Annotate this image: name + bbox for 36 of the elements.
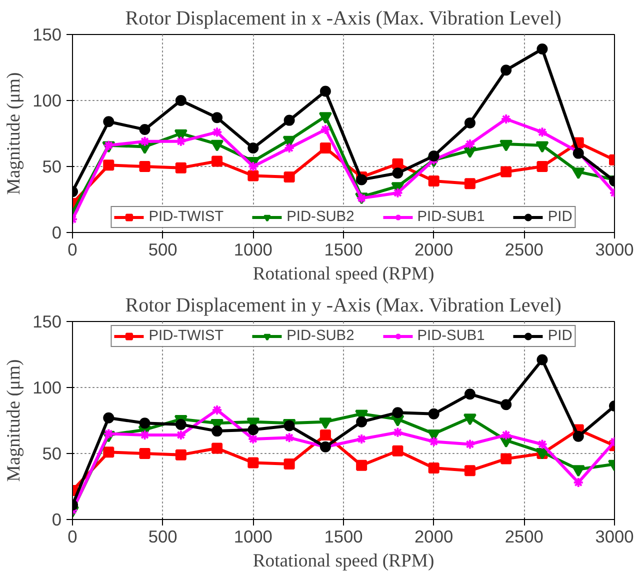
x-tick-label: 2000: [414, 240, 454, 260]
y-axis-title: Magnitude (μm): [4, 359, 25, 482]
legend-label: PID-SUB1: [417, 328, 485, 344]
x-tick-label: 500: [148, 240, 178, 260]
y-tick-label: 150: [32, 312, 62, 332]
y-tick-label: 50: [42, 444, 62, 464]
legend-label: PID-TWIST: [148, 209, 224, 225]
x-tick-label: 2500: [504, 526, 544, 546]
x-tick-label: 1000: [234, 526, 272, 546]
y-axis-title: Magnitude (μm): [4, 72, 25, 195]
x-axis-title: Rotational speed (RPM): [252, 264, 434, 284]
y-tick-label: 50: [42, 156, 62, 176]
y-tick-label: 0: [52, 222, 62, 242]
legend-label: PID-TWIST: [148, 328, 224, 344]
x-tick-label: 500: [148, 526, 178, 546]
y-tick-label: 0: [52, 510, 62, 530]
legend-label: PID: [548, 328, 572, 344]
legend-label: PID-SUB2: [286, 328, 354, 344]
legend-label: PID-SUB1: [417, 209, 485, 225]
x-tick-label: 1000: [234, 240, 272, 260]
y-tick-label: 100: [32, 90, 62, 110]
legend-label: PID-SUB2: [286, 209, 354, 225]
x-tick-label: 1500: [324, 240, 363, 260]
x-tick-label: 3000: [595, 526, 634, 546]
y-tick-label: 100: [32, 378, 62, 398]
x-axis-title: Rotational speed (RPM): [252, 550, 434, 572]
chart-title: Rotor Displacement in x -Axis (Max. Vibration Level): [125, 8, 562, 30]
x-tick-label: 2500: [504, 240, 544, 260]
x-tick-label: 0: [68, 526, 78, 546]
chart-title: Rotor Displacement in y -Axis (Max. Vibration Level): [125, 294, 562, 316]
x-tick-label: 2000: [414, 526, 454, 546]
y-tick-label: 150: [32, 24, 62, 44]
x-tick-label: 0: [68, 240, 78, 260]
x-tick-label: 3000: [595, 240, 634, 260]
legend-label: PID: [548, 209, 572, 225]
x-tick-label: 1500: [324, 526, 363, 546]
